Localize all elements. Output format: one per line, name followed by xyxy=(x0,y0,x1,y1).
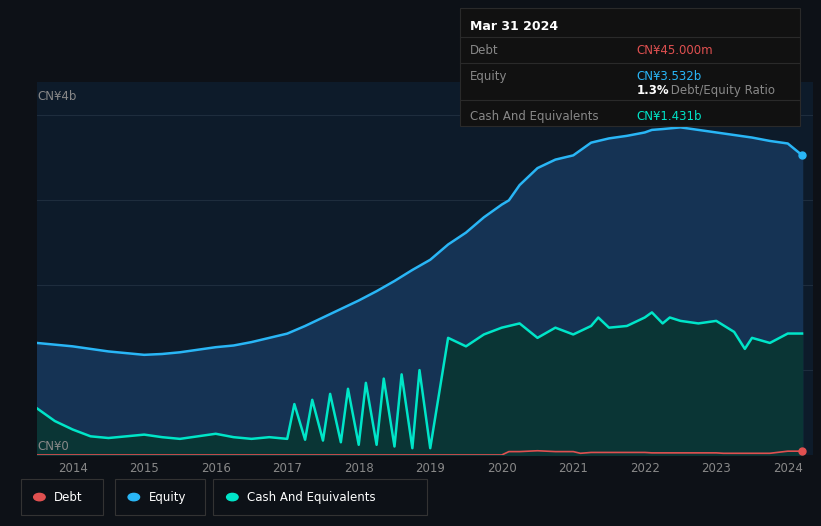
Text: CN¥3.532b: CN¥3.532b xyxy=(636,70,701,83)
Text: CN¥1.431b: CN¥1.431b xyxy=(636,110,702,123)
Text: Debt: Debt xyxy=(470,44,498,57)
Text: CN¥45.000m: CN¥45.000m xyxy=(636,44,713,57)
Text: Equity: Equity xyxy=(149,491,186,503)
Text: Mar 31 2024: Mar 31 2024 xyxy=(470,19,557,33)
Text: Cash And Equivalents: Cash And Equivalents xyxy=(470,110,599,123)
Text: Debt: Debt xyxy=(54,491,83,503)
Text: 1.3%: 1.3% xyxy=(636,84,669,97)
Text: Cash And Equivalents: Cash And Equivalents xyxy=(247,491,376,503)
Text: CN¥0: CN¥0 xyxy=(37,440,69,453)
Text: Debt/Equity Ratio: Debt/Equity Ratio xyxy=(667,84,776,97)
Text: Equity: Equity xyxy=(470,70,507,83)
Text: CN¥4b: CN¥4b xyxy=(37,90,76,103)
